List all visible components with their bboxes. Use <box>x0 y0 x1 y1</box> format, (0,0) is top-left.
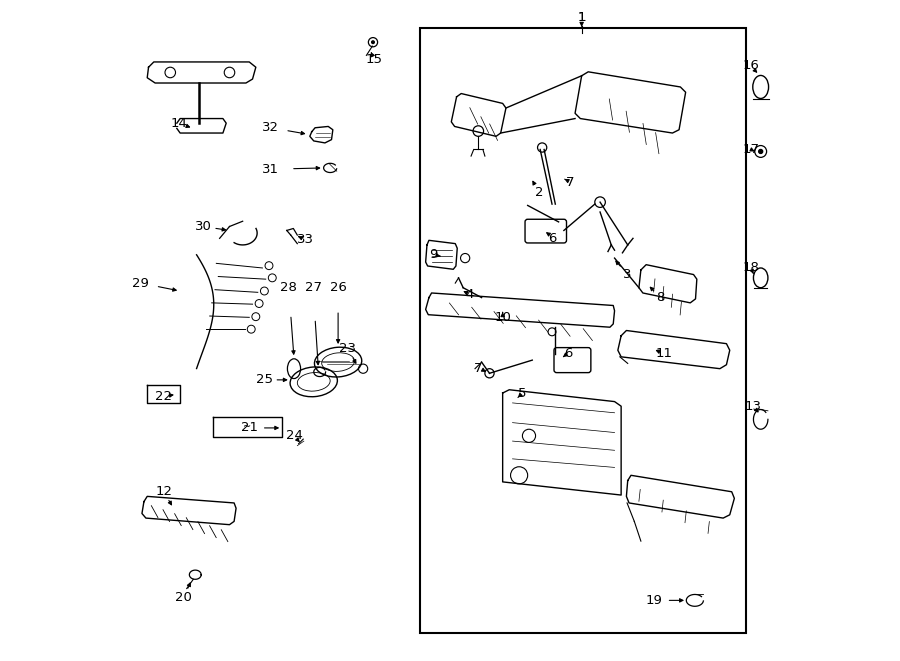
Text: 20: 20 <box>175 591 192 604</box>
Text: 29: 29 <box>132 276 149 290</box>
Text: 16: 16 <box>742 59 760 73</box>
Text: 25: 25 <box>256 373 273 387</box>
Text: 9: 9 <box>429 249 437 261</box>
Text: 21: 21 <box>240 422 257 434</box>
Text: 32: 32 <box>263 121 280 134</box>
Text: 8: 8 <box>656 291 665 304</box>
Text: 6: 6 <box>564 347 572 360</box>
Text: 19: 19 <box>645 594 662 607</box>
Text: 33: 33 <box>297 233 314 246</box>
Text: 13: 13 <box>744 400 761 412</box>
Text: 1: 1 <box>578 11 586 24</box>
Text: ~: ~ <box>243 422 251 432</box>
Text: 2: 2 <box>535 186 543 199</box>
Text: 12: 12 <box>155 485 172 498</box>
Text: 5: 5 <box>518 387 526 399</box>
Bar <box>420 28 746 633</box>
Text: 22: 22 <box>155 390 172 403</box>
Text: 7: 7 <box>565 176 574 189</box>
Circle shape <box>372 41 374 44</box>
Text: 27: 27 <box>304 281 321 294</box>
Text: 14: 14 <box>170 116 187 130</box>
Text: 28: 28 <box>280 281 297 294</box>
Text: 1: 1 <box>578 11 586 24</box>
Text: 26: 26 <box>329 281 346 294</box>
Text: 17: 17 <box>742 143 760 156</box>
Text: 10: 10 <box>494 311 511 324</box>
Circle shape <box>759 149 762 153</box>
Text: 31: 31 <box>263 163 280 176</box>
Text: 7: 7 <box>474 362 482 375</box>
Text: 4: 4 <box>465 288 474 301</box>
Text: 23: 23 <box>339 342 356 356</box>
Text: 15: 15 <box>365 53 382 66</box>
Text: 18: 18 <box>742 262 760 274</box>
Text: 11: 11 <box>655 347 672 360</box>
Text: 3: 3 <box>624 268 632 281</box>
Text: 6: 6 <box>548 232 556 245</box>
Text: 24: 24 <box>285 429 302 442</box>
Text: 30: 30 <box>194 220 212 233</box>
